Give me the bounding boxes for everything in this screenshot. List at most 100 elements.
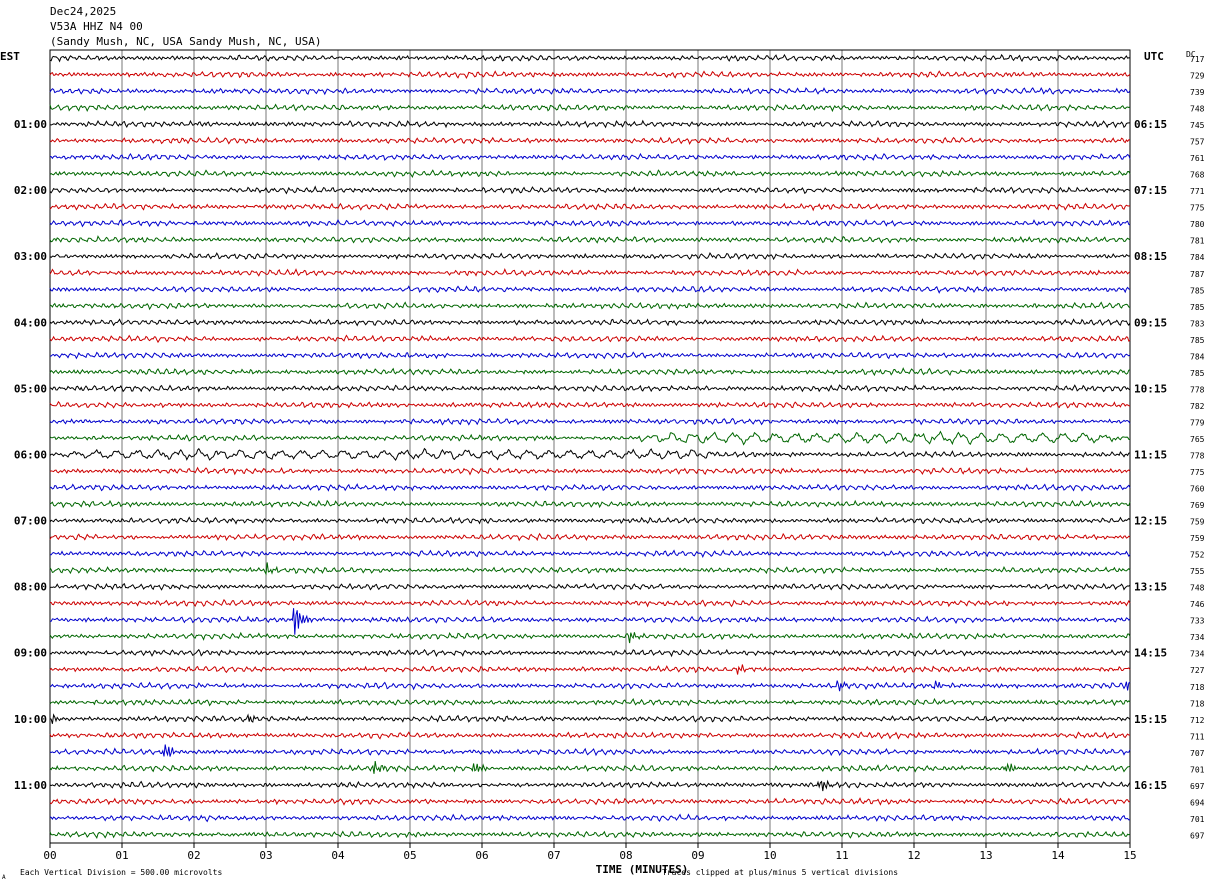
dc-offset-label: 755 (1190, 567, 1205, 576)
trace-line (49, 779, 1131, 792)
dc-offset-label: 784 (1190, 352, 1205, 361)
x-tick-label: 08 (619, 849, 632, 862)
est-hour-label: 03:00 (14, 250, 47, 263)
trace-line (49, 185, 1131, 195)
trace-line (49, 169, 1131, 179)
dc-offset-label: 739 (1190, 88, 1205, 97)
dc-offset-label: 712 (1190, 716, 1205, 725)
trace-line (49, 384, 1131, 393)
dc-offset-label: 781 (1190, 237, 1205, 246)
trace-line (50, 608, 1131, 635)
dc-offset-label: 787 (1190, 270, 1205, 279)
dc-offset-label: 785 (1190, 336, 1205, 345)
trace-line (49, 516, 1131, 525)
record-date: Dec24,2025 (50, 5, 117, 18)
est-hour-label: 07:00 (14, 515, 47, 528)
dc-offset-label: 785 (1190, 286, 1205, 295)
seismogram-traces (49, 53, 1131, 839)
trace-line (49, 86, 1131, 96)
x-tick-label: 05 (403, 849, 416, 862)
trace-line (49, 447, 1131, 462)
x-tick-label: 10 (763, 849, 776, 862)
trace-line (49, 400, 1131, 409)
trace-line (49, 53, 1131, 63)
x-tick-label: 15 (1123, 849, 1136, 862)
trace-line (49, 744, 1131, 757)
est-hour-label: 06:00 (14, 448, 47, 461)
dc-offset-label: 783 (1190, 319, 1205, 328)
station-location: (Sandy Mush, NC, USA Sandy Mush, NC, USA… (50, 35, 322, 48)
dc-offset-label: 745 (1190, 121, 1205, 130)
utc-hour-label: 13:15 (1134, 581, 1167, 594)
trace-line (49, 830, 1131, 839)
x-tick-label: 11 (835, 849, 848, 862)
est-hour-label: 09:00 (14, 647, 47, 660)
trace-line (49, 417, 1131, 426)
x-tick-label: 00 (43, 849, 56, 862)
trace-line (49, 103, 1131, 113)
x-tick-label: 12 (907, 849, 920, 862)
utc-hour-label: 15:15 (1134, 713, 1167, 726)
trace-line (49, 731, 1131, 740)
trace-line (49, 252, 1131, 261)
dc-offset-label: 734 (1190, 633, 1205, 642)
trace-line (49, 797, 1131, 806)
dc-offset-label: 752 (1190, 551, 1205, 560)
minute-grid (49, 50, 1131, 848)
dc-offset-label: 701 (1190, 765, 1205, 774)
axis-labels: 00 01 02 03 04 05 06 07 08 09 10 11 12 13 14 15 717 729 73… (0, 50, 1205, 881)
dc-offset-label: 761 (1190, 154, 1205, 163)
x-tick-label: 03 (259, 849, 272, 862)
utc-hour-label: 12:15 (1134, 515, 1167, 528)
dc-offset-label: 729 (1190, 72, 1205, 81)
dc-offset-label: 707 (1190, 749, 1205, 758)
dc-offset-label: 778 (1190, 451, 1205, 460)
dc-offset-label: 701 (1190, 815, 1205, 824)
trace-line (49, 152, 1131, 161)
trace-line (49, 119, 1130, 129)
dc-offset-label: 746 (1190, 600, 1205, 609)
est-hour-label: 01:00 (14, 118, 47, 131)
dc-offset-label: 760 (1190, 485, 1205, 494)
x-tick-label: 01 (115, 849, 128, 862)
est-hour-label: 10:00 (14, 713, 47, 726)
scale-note: Each Vertical Division = 500.00 microvol… (20, 868, 222, 877)
corner-mark: A (2, 874, 6, 881)
x-axis-title: TIME (MINUTES) (596, 863, 689, 876)
dc-offset-label: 733 (1190, 617, 1205, 626)
trace-line (49, 648, 1131, 658)
trace-line (49, 664, 1131, 675)
dc-offset-label: 718 (1190, 699, 1205, 708)
est-zone-label: EST (0, 50, 20, 63)
dc-offset-label: 711 (1190, 732, 1205, 741)
trace-line (49, 202, 1131, 212)
dc-offset-label: 694 (1190, 798, 1205, 807)
dc-offset-label: 785 (1190, 303, 1205, 312)
dc-offset-label: 759 (1190, 518, 1205, 527)
dc-offset-label: 771 (1190, 187, 1205, 196)
dc-offset-label: 769 (1190, 501, 1205, 510)
dc-offset-label: 718 (1190, 683, 1205, 692)
trace-line (49, 483, 1131, 492)
trace-line (49, 367, 1131, 377)
trace-line (49, 235, 1131, 244)
utc-zone-label: UTC (1144, 50, 1164, 63)
dc-offset-label: 727 (1190, 666, 1205, 675)
trace-line (49, 301, 1131, 311)
utc-hour-label: 06:15 (1134, 118, 1167, 131)
dc-offset-label: 785 (1190, 369, 1205, 378)
trace-line (49, 813, 1131, 823)
utc-hour-label: 08:15 (1134, 250, 1167, 263)
trace-line (49, 285, 1131, 294)
trace-line (49, 334, 1131, 344)
dc-offset-label: 748 (1190, 105, 1205, 114)
utc-hour-label: 11:15 (1134, 448, 1167, 461)
est-hour-label: 11:00 (14, 779, 47, 792)
trace-line (49, 713, 1131, 724)
utc-hour-label: 07:15 (1134, 184, 1167, 197)
trace-line (49, 466, 1131, 476)
x-tick-label: 02 (187, 849, 200, 862)
x-tick-label: 04 (331, 849, 345, 862)
trace-line (49, 532, 1131, 542)
